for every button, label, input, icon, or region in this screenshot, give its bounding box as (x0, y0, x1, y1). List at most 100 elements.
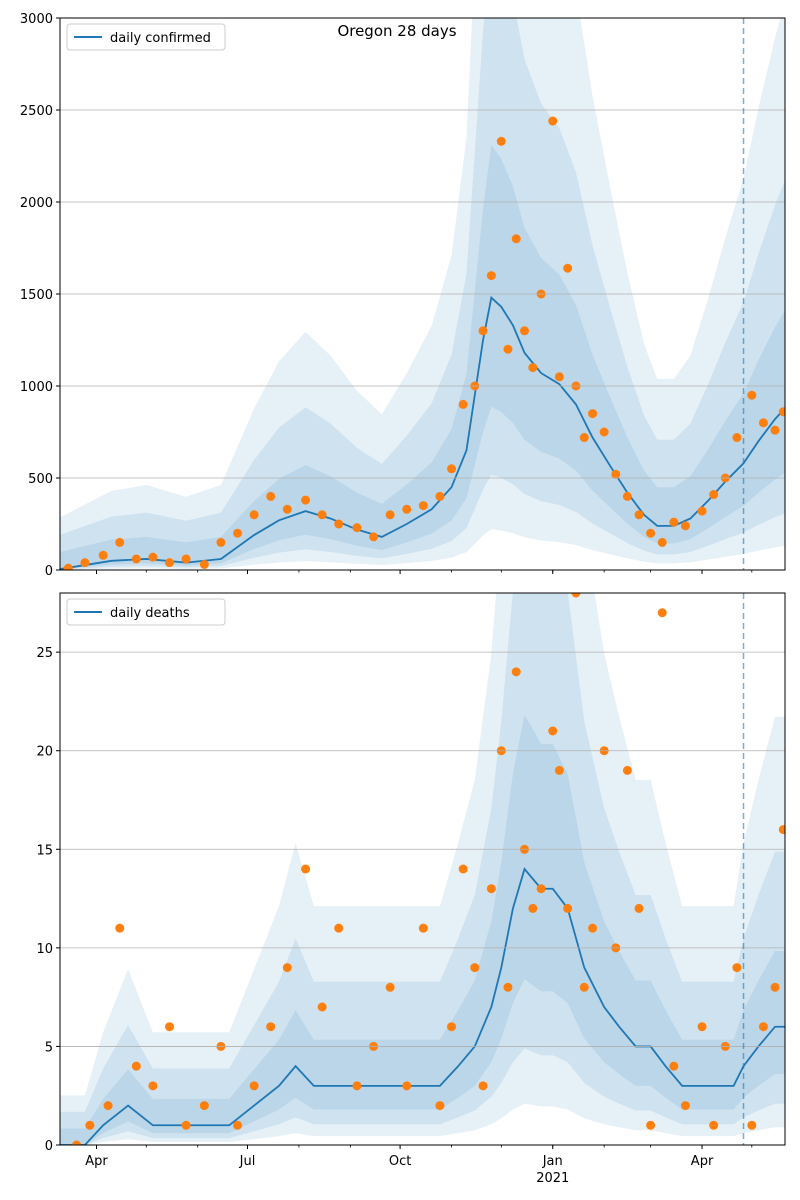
observed-point (563, 903, 573, 913)
observed-point (418, 501, 428, 511)
observed-point (554, 765, 564, 775)
observed-point (470, 963, 480, 973)
observed-point (503, 982, 513, 992)
observed-point (548, 726, 558, 736)
y-tick-label: 1500 (20, 288, 53, 303)
observed-point (164, 558, 174, 568)
observed-point (216, 537, 226, 547)
observed-point (611, 469, 621, 479)
legend: daily deaths (66, 598, 226, 626)
y-tick-label: 2500 (20, 104, 53, 119)
y-tick-label: 20 (36, 745, 53, 760)
observed-point (131, 554, 141, 564)
observed-point (588, 923, 598, 933)
observed-point (732, 433, 742, 443)
plot-area (60, 18, 785, 570)
observed-point (301, 864, 311, 874)
y-tick-label: 500 (28, 472, 53, 487)
legend-box (66, 23, 226, 51)
observed-point (317, 1002, 327, 1012)
observed-point (697, 506, 707, 516)
observed-point (486, 271, 496, 281)
observed-point (548, 116, 558, 126)
axes-frame (59, 592, 786, 1146)
observed-point (435, 491, 445, 501)
observed-point (334, 923, 344, 933)
observed-point (680, 1101, 690, 1111)
y-tick-label: 2000 (20, 196, 53, 211)
observed-point (563, 263, 573, 273)
observed-point (447, 464, 457, 474)
median-line (60, 295, 785, 570)
observed-point (747, 390, 757, 400)
observed-point (447, 1022, 457, 1032)
observed-point (402, 504, 412, 514)
observed-point (622, 765, 632, 775)
observed-point (778, 407, 785, 417)
observed-point (352, 523, 362, 533)
observed-point (579, 433, 589, 443)
observed-point (385, 982, 395, 992)
observed-point (435, 1101, 445, 1111)
y-tick-label: 15 (36, 843, 53, 858)
observed-point (511, 234, 521, 244)
legend: daily confirmed (66, 23, 226, 51)
x-tick-label: Oct (389, 1154, 411, 1169)
observed-point (579, 982, 589, 992)
y-tick-label: 1000 (20, 380, 53, 395)
observed-point (266, 491, 276, 501)
observed-point (709, 1120, 719, 1130)
observed-point (634, 903, 644, 913)
observed-point (103, 1101, 113, 1111)
observed-point (418, 923, 428, 933)
uncertainty-band (60, 714, 785, 1145)
x-year-label: 2021 (536, 1171, 569, 1186)
observed-point (369, 532, 379, 542)
observed-point (486, 884, 496, 894)
chart-title: Oregon 28 days (337, 22, 456, 40)
plot-area (60, 593, 785, 1145)
observed-point (536, 884, 546, 894)
legend-entry-label: daily deaths (110, 606, 190, 621)
observed-point (282, 504, 292, 514)
observed-point (528, 903, 538, 913)
observed-point (352, 1081, 362, 1091)
observed-point (571, 593, 581, 598)
observed-point (778, 825, 785, 835)
observed-point (747, 1120, 757, 1130)
y-tick-label: 25 (36, 646, 53, 661)
observed-point (458, 864, 468, 874)
observed-point (385, 510, 395, 520)
observed-point (334, 519, 344, 529)
observed-point (478, 326, 488, 336)
confirmed-cases-plot: 0 500 1000 1500 2000 2500 3000 daily confirmed (20, 12, 786, 579)
observed-point (181, 554, 191, 564)
observed-point (458, 399, 468, 409)
observed-point (164, 1022, 174, 1032)
observed-point (115, 923, 125, 933)
observed-point (148, 1081, 158, 1091)
observed-point (85, 1120, 95, 1130)
observed-point (233, 1120, 243, 1130)
observed-point (697, 1022, 707, 1032)
observed-point (657, 608, 667, 618)
observed-point (249, 1081, 259, 1091)
observed-point (646, 1120, 656, 1130)
x-tick-label: Apr (85, 1154, 108, 1169)
y-tick-label: 3000 (20, 12, 53, 27)
observed-point (758, 1022, 768, 1032)
y-tick-label: 0 (45, 1139, 53, 1154)
y-tick-label: 0 (45, 564, 53, 579)
observed-point (770, 425, 780, 435)
observed-point (478, 1081, 488, 1091)
x-tick-label: Jul (239, 1154, 256, 1169)
observed-point (402, 1081, 412, 1091)
observed-point (528, 363, 538, 373)
y-tick-label: 5 (45, 1040, 53, 1055)
observed-point (680, 521, 690, 531)
observed-point (80, 558, 90, 568)
x-tick-label: Jan (542, 1154, 563, 1169)
x-tick-label: Apr (691, 1154, 714, 1169)
observed-point (496, 136, 506, 146)
observed-point (709, 490, 719, 500)
